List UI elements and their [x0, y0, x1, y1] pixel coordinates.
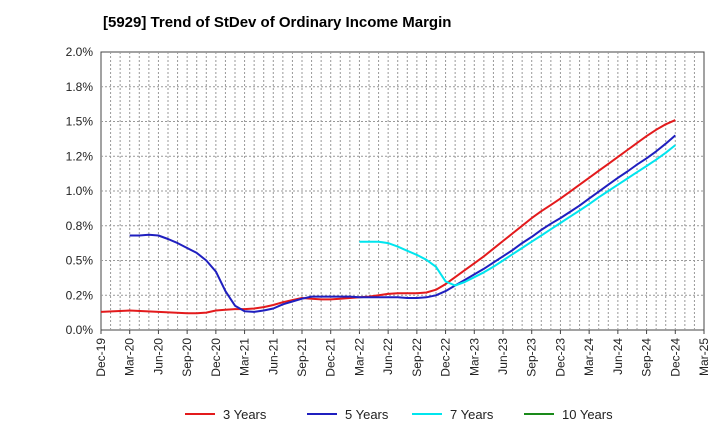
x-tick-label: Jun-23	[496, 338, 510, 375]
x-tick-label: Dec-22	[439, 338, 453, 377]
x-tick-label: Mar-25	[697, 338, 711, 376]
x-tick-label: Mar-22	[352, 338, 366, 376]
x-tick-label: Sep-21	[295, 338, 309, 377]
legend-label-10-years: 10 Years	[562, 407, 613, 422]
y-tick-label: 0.2%	[66, 288, 94, 302]
y-tick-label: 1.8%	[66, 80, 94, 94]
x-tick-label: Mar-20	[123, 338, 137, 376]
chart-title: [5929] Trend of StDev of Ordinary Income…	[103, 14, 452, 31]
y-tick-label: 1.5%	[66, 115, 94, 129]
y-axis: 0.0% 0.2% 0.5% 0.8% 1.0% 1.2% 1.5% 1.8% 2.0%	[66, 45, 94, 337]
x-tick-label: Mar-23	[467, 338, 481, 376]
y-tick-label: 1.0%	[66, 184, 94, 198]
series-line-3-years	[100, 119, 676, 315]
x-tick-label: Dec-24	[668, 338, 682, 377]
x-tick-label: Mar-21	[238, 338, 252, 376]
x-tick-label: Jun-22	[381, 338, 395, 375]
grid	[101, 52, 704, 330]
x-tick-label: Sep-23	[525, 338, 539, 377]
x-tick-label: Dec-23	[553, 338, 567, 377]
y-tick-label: 0.0%	[66, 323, 94, 337]
x-tick-label: Jun-21	[266, 338, 280, 375]
legend-label-3-years: 3 Years	[223, 407, 267, 422]
y-tick-label: 2.0%	[66, 45, 94, 59]
x-tick-label: Dec-20	[209, 338, 223, 377]
series-lines	[100, 119, 676, 315]
x-axis: Dec-19 Mar-20 Jun-20 Sep-20 Dec-20 Mar-21 Jun-…	[94, 330, 711, 377]
y-tick-label: 0.8%	[66, 219, 94, 233]
y-tick-label: 1.2%	[66, 149, 94, 163]
x-tick-label: Dec-19	[94, 338, 108, 377]
legend-label-5-years: 5 Years	[345, 407, 389, 422]
x-tick-label: Sep-22	[410, 338, 424, 377]
series-line-5-years	[129, 134, 676, 313]
x-tick-label: Jun-24	[611, 338, 625, 375]
legend-label-7-years: 7 Years	[450, 407, 494, 422]
y-tick-label: 0.5%	[66, 254, 94, 268]
x-tick-label: Sep-20	[180, 338, 194, 377]
x-tick-label: Sep-24	[640, 338, 654, 377]
legend: 3 Years 5 Years 7 Years 10 Years	[185, 407, 613, 422]
x-tick-label: Jun-20	[151, 338, 165, 375]
x-tick-label: Dec-21	[324, 338, 338, 377]
series-line-7-years	[359, 144, 676, 287]
x-tick-label: Mar-24	[582, 338, 596, 376]
